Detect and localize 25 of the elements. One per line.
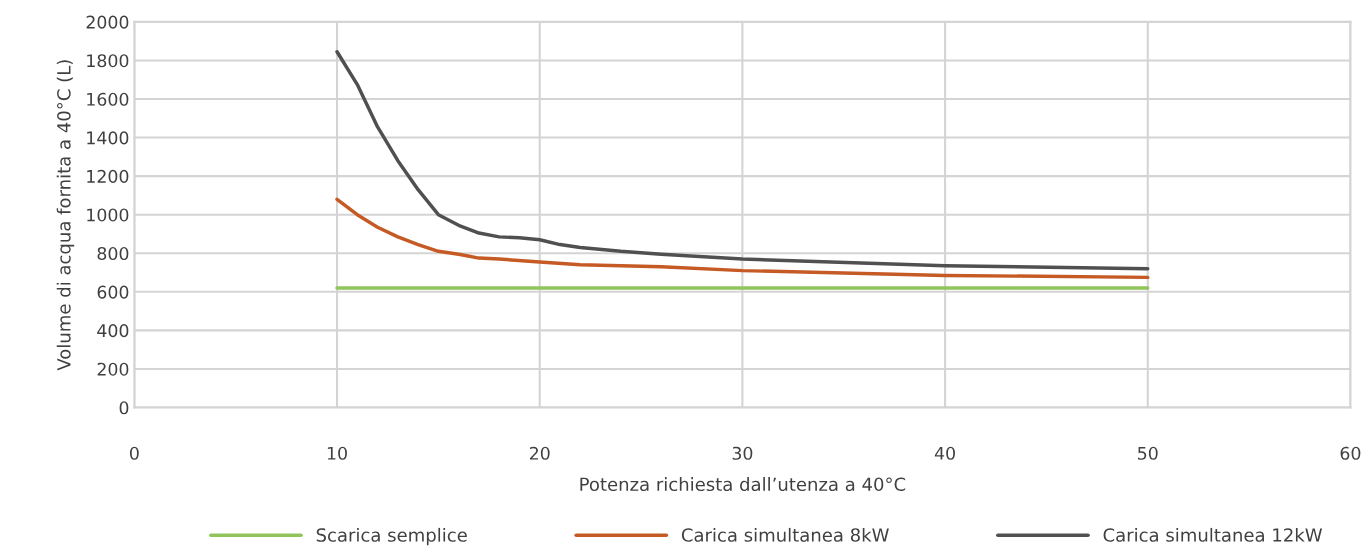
y-tick-label: 1200 bbox=[87, 169, 129, 183]
y-axis-title: Volume di acqua fornita a 40°C (L) bbox=[56, 60, 75, 371]
x-tick-label: 30 bbox=[732, 446, 753, 460]
y-tick-label: 1000 bbox=[87, 208, 129, 222]
x-tick-label: 40 bbox=[934, 446, 955, 460]
line-series bbox=[335, 50, 1150, 271]
line-series bbox=[335, 197, 1150, 280]
y-tick-label: 2000 bbox=[86, 15, 129, 29]
y-tick-label: 1800 bbox=[87, 54, 129, 68]
legend-label: Carica simultanea 12kW bbox=[1103, 527, 1323, 542]
legend-label: Scarica semplice bbox=[316, 527, 467, 546]
x-axis-title: Potenza richiesta dall’utenza a 40°C bbox=[580, 477, 906, 492]
x-tick-label: 0 bbox=[129, 446, 139, 460]
x-tick-label: 20 bbox=[529, 446, 550, 460]
x-tick-label: 10 bbox=[327, 446, 347, 460]
y-tick-label: 1600 bbox=[87, 92, 129, 106]
y-tick-label: 200 bbox=[97, 362, 129, 376]
y-tick-label: 800 bbox=[97, 246, 129, 261]
x-tick-label: 60 bbox=[1340, 446, 1361, 460]
y-tick-label: 600 bbox=[97, 285, 129, 299]
x-tick-label: 50 bbox=[1138, 446, 1158, 460]
legend-label: Carica simultanea 8kW bbox=[681, 527, 889, 542]
y-tick-label: 1400 bbox=[87, 131, 129, 145]
y-tick-label: 400 bbox=[97, 324, 129, 338]
y-tick-label: 0 bbox=[119, 401, 129, 415]
